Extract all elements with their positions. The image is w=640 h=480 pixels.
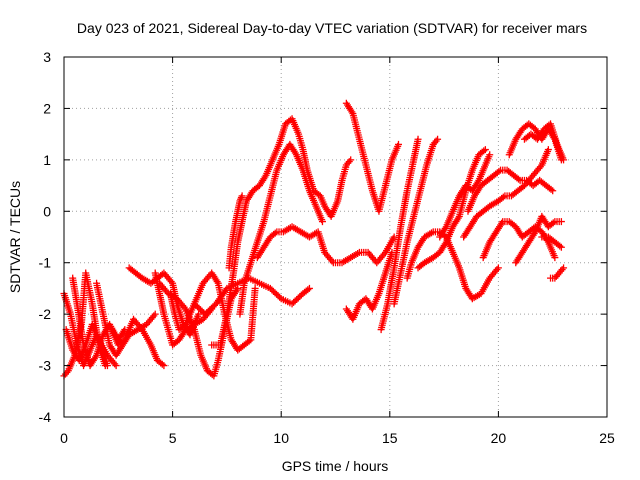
y-tick-label: 3 — [43, 49, 51, 65]
series-track-27 — [520, 120, 568, 164]
data-point-markers — [436, 151, 494, 241]
y-axis-tick-labels: -4 -3 -2 -1 0 1 2 3 — [39, 49, 52, 425]
y-tick-label: 0 — [43, 203, 51, 219]
series-track-24 — [464, 166, 557, 215]
data-point-markers — [464, 166, 557, 215]
y-axis-label: SDTVAR / TECUs — [7, 181, 23, 293]
data-point-markers — [225, 192, 246, 272]
data-point-markers — [403, 228, 502, 303]
series-track-23 — [460, 146, 552, 241]
data-point-markers — [166, 269, 259, 354]
data-point-markers — [547, 264, 568, 282]
data-point-markers — [512, 212, 565, 267]
x-axis-label: GPS time / hours — [282, 458, 389, 474]
series-track-10 — [166, 269, 259, 354]
series-track-12 — [225, 192, 246, 272]
series-track-19 — [390, 135, 442, 308]
data-point-markers — [460, 146, 552, 241]
y-tick-label: -3 — [39, 358, 52, 374]
x-tick-label: 10 — [273, 430, 289, 446]
data-point-markers — [342, 248, 396, 323]
series-track-15 — [253, 223, 398, 267]
series-track-28 — [512, 212, 565, 267]
y-tick-label: 1 — [43, 152, 51, 168]
x-tick-label: 15 — [382, 430, 398, 446]
series-track-20 — [403, 228, 502, 303]
series-track-22 — [436, 151, 494, 241]
data-point-markers — [190, 274, 313, 318]
series-track-11 — [208, 115, 355, 349]
data-point-markers — [253, 223, 398, 267]
data-point-markers — [108, 315, 168, 370]
series-track-29 — [538, 233, 565, 251]
x-tick-label: 0 — [60, 430, 68, 446]
series-track-30 — [547, 264, 568, 282]
series-track-14 — [190, 274, 313, 318]
data-point-markers — [377, 135, 422, 334]
data-marks — [60, 99, 568, 380]
x-tick-label: 5 — [169, 430, 177, 446]
y-tick-label: -1 — [39, 255, 52, 271]
x-axis-tick-labels: 0 5 10 15 20 25 — [60, 430, 615, 446]
y-tick-label: -2 — [39, 306, 52, 322]
data-point-markers — [236, 140, 326, 318]
y-tick-label: 2 — [43, 100, 51, 116]
series-track-17 — [342, 248, 396, 323]
plot-frame — [63, 56, 608, 418]
series-track-16 — [342, 99, 402, 215]
data-point-markers — [538, 233, 565, 251]
series-track-13 — [236, 140, 326, 318]
x-tick-label: 25 — [599, 430, 615, 446]
series-track-18 — [377, 135, 422, 334]
data-point-markers — [390, 135, 442, 308]
data-point-markers — [520, 120, 568, 164]
chart-title: Day 023 of 2021, Sidereal Day-to-day VTE… — [77, 20, 587, 36]
y-tick-label: -4 — [39, 409, 52, 425]
data-point-markers — [342, 99, 402, 215]
x-tick-label: 20 — [491, 430, 507, 446]
data-point-markers — [208, 115, 355, 349]
series-track-6 — [108, 315, 168, 370]
